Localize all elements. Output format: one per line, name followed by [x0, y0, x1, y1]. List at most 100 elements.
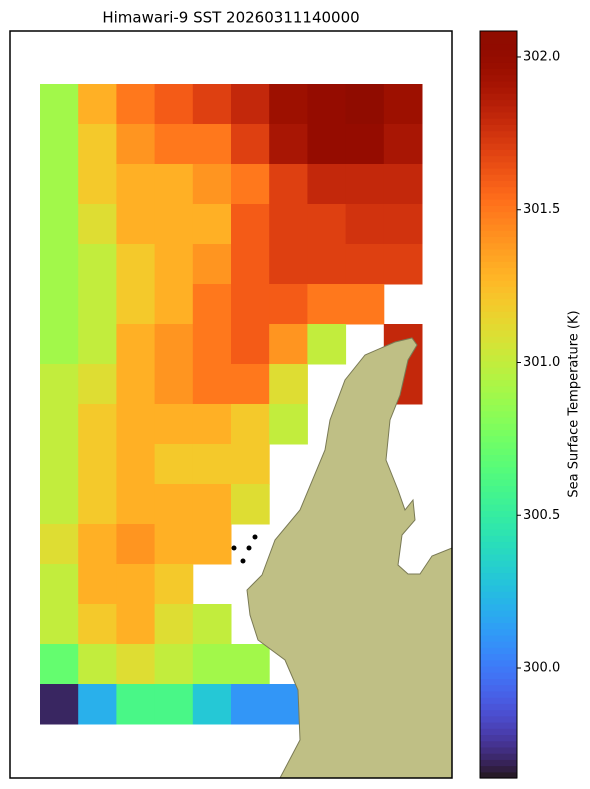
sst-cell — [269, 124, 308, 165]
sst-cell — [78, 84, 117, 125]
station-dot — [252, 534, 258, 540]
colorbar-step — [480, 591, 517, 599]
colorbar-step — [480, 560, 517, 567]
sst-cell — [116, 484, 156, 525]
sst-cell — [192, 284, 232, 325]
sst-cell — [307, 244, 347, 285]
sst-cell — [78, 684, 117, 725]
sst-cell — [78, 204, 117, 245]
colorbar-step — [480, 535, 517, 543]
sst-cell — [154, 484, 194, 525]
colorbar-step — [480, 435, 517, 443]
sst-cell — [40, 124, 79, 165]
sst-cell — [116, 564, 156, 605]
colorbar-step — [480, 653, 517, 661]
colorbar-step — [480, 448, 517, 455]
colorbar-step — [480, 360, 517, 368]
colorbar-step — [480, 80, 517, 88]
sst-cell — [192, 364, 232, 405]
sst-cell — [154, 324, 194, 365]
sst-cell — [345, 84, 385, 125]
colorbar-step — [480, 43, 517, 51]
sst-cell — [78, 524, 117, 565]
colorbar-frame — [479, 30, 518, 779]
land — [246, 337, 453, 779]
colorbar-step — [480, 740, 517, 748]
sst-cell — [231, 244, 270, 285]
sst-cell — [307, 124, 347, 165]
sst-cell — [192, 204, 232, 245]
sst-cell — [154, 124, 194, 165]
colorbar-step — [480, 529, 517, 536]
sst-cell — [154, 404, 194, 445]
colorbar-step — [480, 230, 517, 238]
colorbar-step — [480, 367, 517, 374]
colorbar-step — [480, 298, 517, 306]
colorbar-step — [480, 342, 517, 350]
colorbar-step — [480, 609, 517, 617]
sst-cell — [269, 404, 308, 445]
colorbar-step — [480, 155, 517, 163]
sst-cell — [40, 604, 79, 645]
colorbar-step — [480, 292, 517, 300]
colorbar-step — [480, 697, 517, 704]
sst-cell — [307, 84, 347, 125]
sst-cell — [78, 404, 117, 445]
colorbar-step — [480, 466, 517, 474]
sst-cell — [269, 324, 308, 365]
sst-cell — [154, 564, 194, 605]
sst-cell — [345, 124, 385, 165]
colorbar-step — [480, 105, 517, 113]
sst-cell — [116, 364, 156, 405]
sst-cell — [154, 444, 194, 485]
colorbar-step — [480, 678, 517, 686]
sst-cell — [78, 324, 117, 365]
sst-cell — [40, 204, 79, 245]
colorbar-step — [480, 180, 517, 188]
colorbar-tick-label: 300.5 — [523, 508, 560, 523]
colorbar-step — [480, 37, 517, 45]
colorbar-step — [480, 87, 517, 94]
colorbar-step — [480, 504, 517, 511]
sst-cell — [40, 284, 79, 325]
colorbar-step — [480, 771, 517, 779]
colorbar-step — [480, 516, 517, 524]
sst-cell — [40, 364, 79, 405]
sst-cell — [116, 324, 156, 365]
sst-cell — [40, 644, 79, 685]
sst-cell — [383, 84, 423, 125]
sst-cell — [269, 244, 308, 285]
colorbar-step — [480, 709, 517, 717]
sst-cell — [78, 484, 117, 525]
colorbar-step — [480, 136, 517, 144]
colorbar-step — [480, 62, 517, 69]
map-frame — [9, 30, 453, 779]
colorbar-tick-label: 301.5 — [523, 202, 560, 217]
colorbar-step — [480, 192, 517, 200]
colorbar-step — [480, 485, 517, 493]
sst-cell — [116, 244, 156, 285]
sst-cell — [307, 324, 347, 365]
colorbar-step — [480, 553, 517, 561]
colorbar-step — [480, 174, 517, 181]
colorbar-step — [480, 211, 517, 219]
colorbar-step — [480, 491, 517, 499]
sst-cell — [192, 404, 232, 445]
sst-cell — [383, 244, 423, 285]
colorbar-step — [480, 715, 517, 723]
sst-cell — [192, 164, 232, 205]
sst-cell — [231, 484, 270, 525]
colorbar-step — [480, 317, 517, 325]
colorbar-step — [480, 460, 517, 468]
colorbar-step — [480, 392, 517, 399]
sst-cell — [116, 164, 156, 205]
sst-cell — [154, 644, 194, 685]
colorbar-step — [480, 49, 517, 57]
sst-cell — [116, 444, 156, 485]
colorbar-step — [480, 665, 517, 673]
sst-cell — [78, 604, 117, 645]
sst-cell — [78, 284, 117, 325]
sst-cell — [40, 324, 79, 365]
colorbar-step — [480, 479, 517, 487]
